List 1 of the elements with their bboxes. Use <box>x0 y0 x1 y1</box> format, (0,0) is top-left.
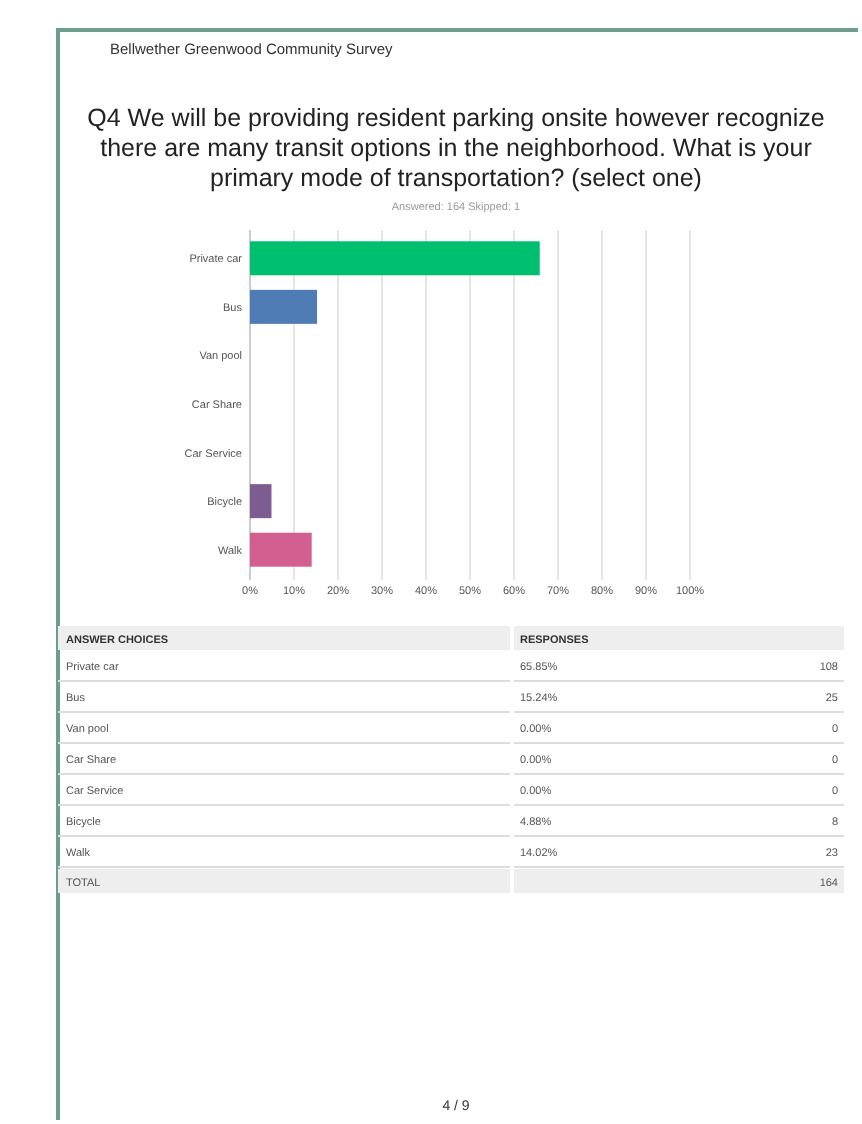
chart-title: Q4 We will be providing resident parking onsite however recognize there are many transit options in the neighborhood. What is your primary mode of transportation? (select one) <box>87 104 825 192</box>
